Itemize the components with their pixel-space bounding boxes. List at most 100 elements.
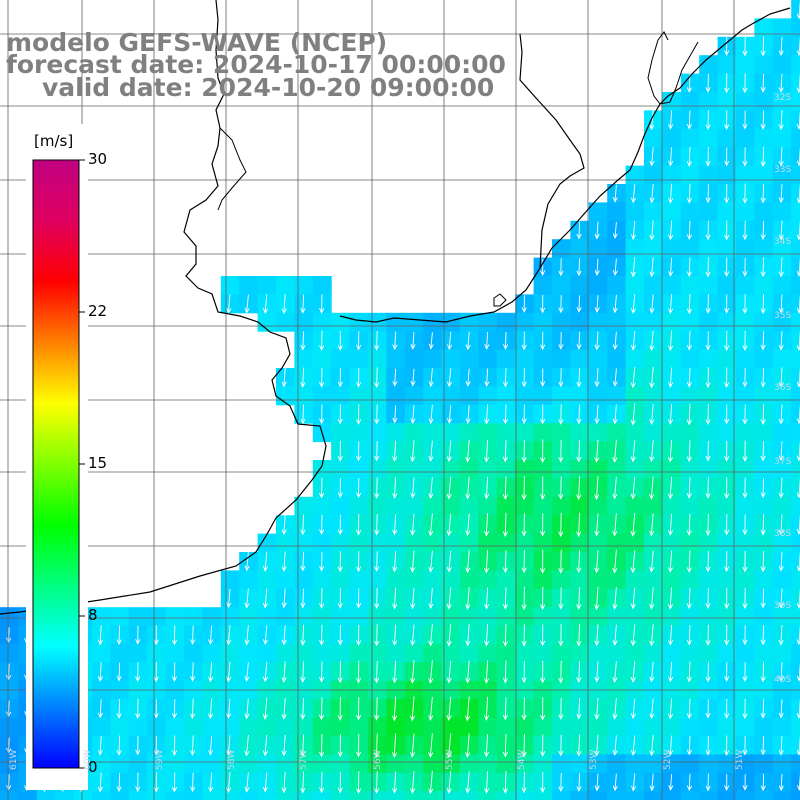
wind-speed-cell <box>717 202 737 222</box>
wind-speed-cell <box>441 772 461 792</box>
wind-arrow <box>594 661 600 683</box>
wind-speed-cell <box>588 644 608 663</box>
wind-arrow <box>576 440 582 463</box>
wind-arrow <box>667 476 673 500</box>
wind-arrow <box>153 735 159 756</box>
wind-speed-cell <box>699 239 719 259</box>
wind-speed-cell <box>625 294 645 314</box>
wind-speed-cell <box>92 607 111 627</box>
wind-speed-cell <box>276 772 295 792</box>
wind-speed-cell <box>570 662 590 682</box>
wind-speed-cell <box>552 423 571 443</box>
lat-label: 36S <box>774 383 792 393</box>
wind-speed-cell <box>239 294 259 314</box>
wind-speed-cell <box>331 644 351 663</box>
wind-speed-cell <box>460 460 479 479</box>
wind-speed-cell <box>588 607 608 627</box>
wind-arrow <box>319 367 325 388</box>
wind-speed-cell <box>644 276 663 295</box>
wind-arrow <box>612 368 618 387</box>
wind-speed-cell <box>331 791 351 800</box>
wind-arrow <box>447 331 453 351</box>
wind-arrow <box>558 476 564 500</box>
wind-speed-cell <box>588 276 608 295</box>
wind-speed-cell <box>717 386 737 406</box>
wind-arrow <box>742 257 748 277</box>
wind-arrow <box>558 587 564 610</box>
wind-speed-cell <box>644 404 663 424</box>
wind-arrow <box>686 661 692 683</box>
wind-arrow <box>226 771 232 794</box>
wind-arrow <box>667 698 674 720</box>
wind-speed-cell <box>386 478 406 498</box>
wind-arrow <box>612 331 618 351</box>
wind-arrow <box>337 734 343 758</box>
wind-arrow <box>300 697 306 720</box>
wind-speed-cell <box>220 754 240 774</box>
wind-speed-cell <box>791 55 800 75</box>
wind-speed-cell <box>533 386 553 406</box>
wind-speed-cell <box>312 478 332 498</box>
wind-arrow <box>649 587 655 610</box>
wind-speed-cell <box>349 533 369 553</box>
wind-speed-cell <box>662 533 682 553</box>
wind-speed-cell <box>202 699 222 719</box>
lat-label: 32S <box>774 93 792 103</box>
wind-arrow <box>446 368 453 388</box>
wind-speed-cell <box>478 754 498 774</box>
wind-speed-cell <box>791 625 800 645</box>
wind-arrow <box>686 587 692 610</box>
wind-arrow <box>189 698 196 720</box>
wind-arrow <box>410 514 416 536</box>
wind-arrow <box>428 368 434 388</box>
wind-speed-cell <box>220 588 240 608</box>
wind-speed-cell <box>662 552 682 571</box>
wind-speed-cell <box>680 515 700 535</box>
wind-arrow <box>428 440 434 462</box>
wind-speed-cell <box>736 349 755 369</box>
wind-arrow <box>705 735 711 756</box>
wind-arrow <box>760 367 766 388</box>
wind-arrow <box>612 476 618 500</box>
wind-speed-cell <box>680 496 700 516</box>
wind-speed-cell <box>496 552 516 571</box>
wind-arrow <box>521 697 527 721</box>
wind-speed-cell <box>607 441 627 461</box>
wind-arrow <box>630 698 636 720</box>
wind-speed-cell <box>0 772 19 792</box>
wind-speed-cell <box>441 662 461 682</box>
wind-arrow <box>705 477 711 499</box>
wind-arrow <box>337 440 343 462</box>
wind-speed-cell <box>699 717 719 737</box>
wind-speed-cell <box>680 717 700 737</box>
wind-speed-cell <box>386 441 406 461</box>
wind-speed-cell <box>791 552 800 571</box>
wind-arrow <box>594 368 600 388</box>
wind-arrow <box>428 696 434 721</box>
wind-speed-cell <box>460 533 479 553</box>
wind-arrow <box>705 440 711 462</box>
wind-speed-cell <box>423 423 443 443</box>
wind-arrow <box>281 367 287 388</box>
wind-speed-cell <box>644 699 663 719</box>
wind-speed-cell <box>644 184 663 203</box>
wind-speed-cell <box>368 699 387 719</box>
wind-speed-cell <box>644 754 663 774</box>
wind-arrow <box>705 624 711 646</box>
wind-speed-cell <box>552 644 571 663</box>
wind-speed-cell <box>754 772 774 792</box>
wind-speed-cell <box>496 644 516 663</box>
wind-arrow <box>742 735 748 756</box>
wind-arrow <box>594 439 600 463</box>
wind-arrow <box>705 294 711 314</box>
wind-speed-cell <box>552 625 571 645</box>
wind-arrow <box>667 661 674 683</box>
wind-arrow <box>171 699 178 719</box>
wind-speed-cell <box>496 496 516 516</box>
wind-arrow <box>724 624 730 646</box>
wind-speed-cell <box>404 496 424 516</box>
wind-speed-cell <box>736 276 755 295</box>
wind-speed-cell <box>202 754 222 774</box>
wind-speed-cell <box>294 294 314 314</box>
wind-arrow <box>742 477 748 499</box>
